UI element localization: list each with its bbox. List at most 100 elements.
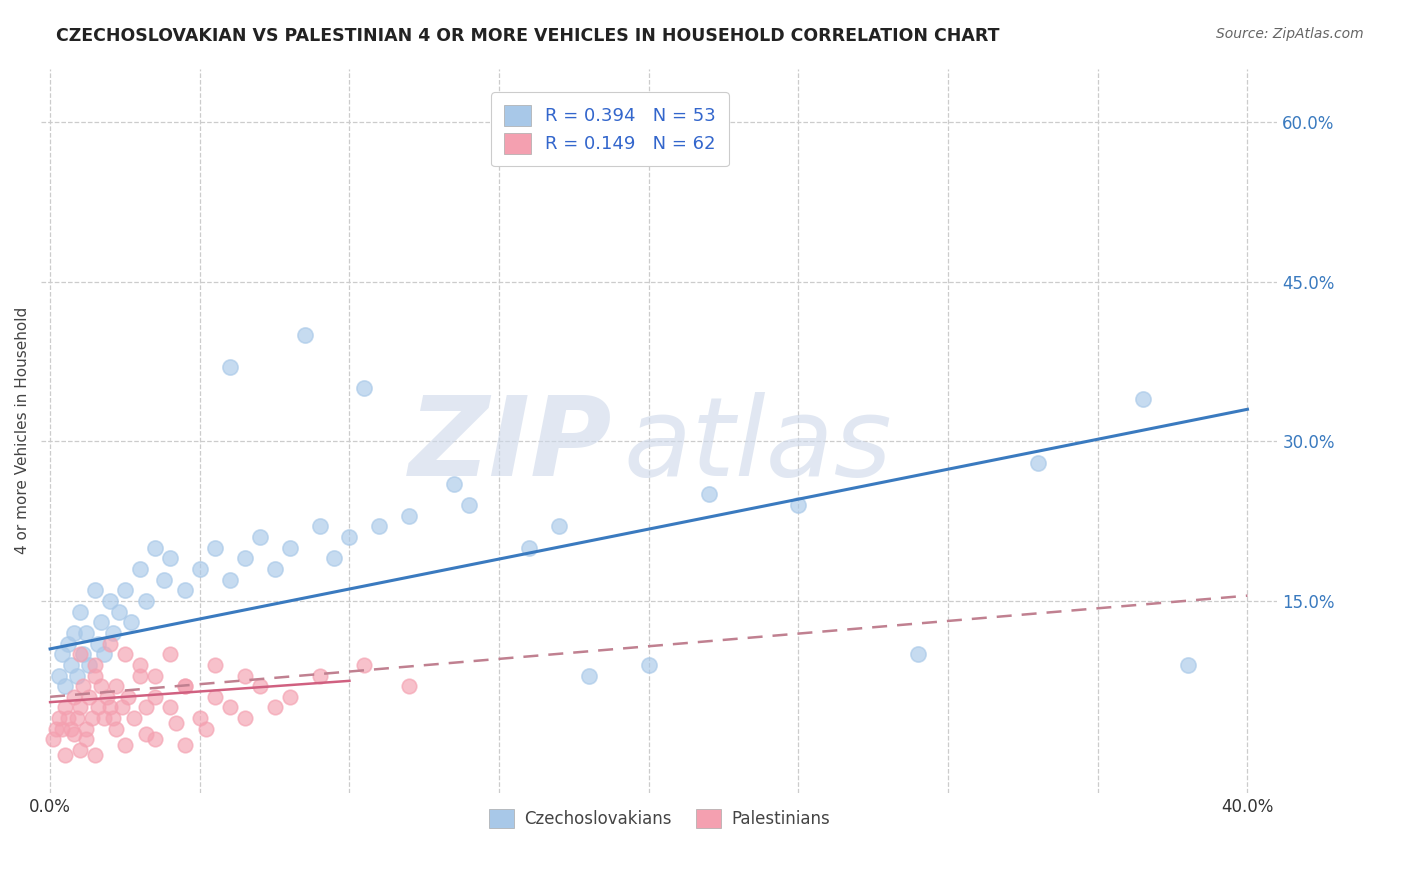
Point <box>77 690 100 704</box>
Point <box>53 748 76 763</box>
Point <box>353 657 375 672</box>
Point <box>204 657 226 672</box>
Point <box>173 738 195 752</box>
Point <box>188 711 211 725</box>
Point <box>458 498 481 512</box>
Point <box>98 700 121 714</box>
Point <box>84 668 107 682</box>
Point <box>323 551 346 566</box>
Point <box>218 700 240 714</box>
Point <box>128 562 150 576</box>
Point <box>104 722 127 736</box>
Point <box>143 541 166 555</box>
Point <box>114 583 136 598</box>
Point <box>398 508 420 523</box>
Point <box>96 690 118 704</box>
Point <box>398 679 420 693</box>
Point <box>111 700 134 714</box>
Point <box>308 519 330 533</box>
Point <box>637 657 659 672</box>
Point <box>578 668 600 682</box>
Point <box>294 327 316 342</box>
Point <box>339 530 361 544</box>
Point <box>72 679 94 693</box>
Point <box>368 519 391 533</box>
Point <box>308 668 330 682</box>
Point <box>53 679 76 693</box>
Point <box>135 727 157 741</box>
Point <box>56 636 79 650</box>
Point <box>98 636 121 650</box>
Point <box>135 594 157 608</box>
Point <box>51 647 73 661</box>
Point <box>117 690 139 704</box>
Point <box>204 690 226 704</box>
Point <box>143 732 166 747</box>
Point <box>72 647 94 661</box>
Point <box>173 679 195 693</box>
Point <box>69 605 91 619</box>
Point <box>443 476 465 491</box>
Point <box>233 711 256 725</box>
Text: CZECHOSLOVAKIAN VS PALESTINIAN 4 OR MORE VEHICLES IN HOUSEHOLD CORRELATION CHART: CZECHOSLOVAKIAN VS PALESTINIAN 4 OR MORE… <box>56 27 1000 45</box>
Text: atlas: atlas <box>624 392 893 499</box>
Point <box>263 700 285 714</box>
Point <box>135 700 157 714</box>
Point <box>51 722 73 736</box>
Legend: Czechoslovakians, Palestinians: Czechoslovakians, Palestinians <box>482 803 837 835</box>
Point <box>75 732 97 747</box>
Point <box>173 583 195 598</box>
Point <box>90 679 112 693</box>
Point <box>90 615 112 630</box>
Point <box>114 738 136 752</box>
Point <box>101 711 124 725</box>
Point <box>907 647 929 661</box>
Point <box>122 711 145 725</box>
Point <box>63 690 86 704</box>
Point <box>48 668 70 682</box>
Point <box>249 679 271 693</box>
Point <box>278 541 301 555</box>
Point <box>66 668 89 682</box>
Point <box>233 668 256 682</box>
Point <box>120 615 142 630</box>
Point <box>84 657 107 672</box>
Point <box>128 657 150 672</box>
Point <box>77 657 100 672</box>
Point <box>233 551 256 566</box>
Point <box>159 647 181 661</box>
Point <box>128 668 150 682</box>
Text: ZIP: ZIP <box>409 392 613 499</box>
Point <box>80 711 103 725</box>
Point <box>101 626 124 640</box>
Point <box>188 562 211 576</box>
Point <box>60 657 83 672</box>
Text: Source: ZipAtlas.com: Source: ZipAtlas.com <box>1216 27 1364 41</box>
Point <box>1132 392 1154 406</box>
Point <box>153 573 176 587</box>
Point <box>249 530 271 544</box>
Point <box>1026 456 1049 470</box>
Point <box>53 700 76 714</box>
Point <box>1177 657 1199 672</box>
Point <box>159 700 181 714</box>
Point <box>697 487 720 501</box>
Point <box>66 711 89 725</box>
Point <box>159 551 181 566</box>
Point <box>87 700 110 714</box>
Point <box>517 541 540 555</box>
Point <box>787 498 810 512</box>
Point <box>143 668 166 682</box>
Point <box>278 690 301 704</box>
Y-axis label: 4 or more Vehicles in Household: 4 or more Vehicles in Household <box>15 307 30 554</box>
Point <box>63 727 86 741</box>
Point <box>194 722 217 736</box>
Point <box>104 679 127 693</box>
Point <box>204 541 226 555</box>
Point <box>69 700 91 714</box>
Point <box>84 583 107 598</box>
Point <box>114 647 136 661</box>
Point <box>98 594 121 608</box>
Point <box>60 722 83 736</box>
Point <box>56 711 79 725</box>
